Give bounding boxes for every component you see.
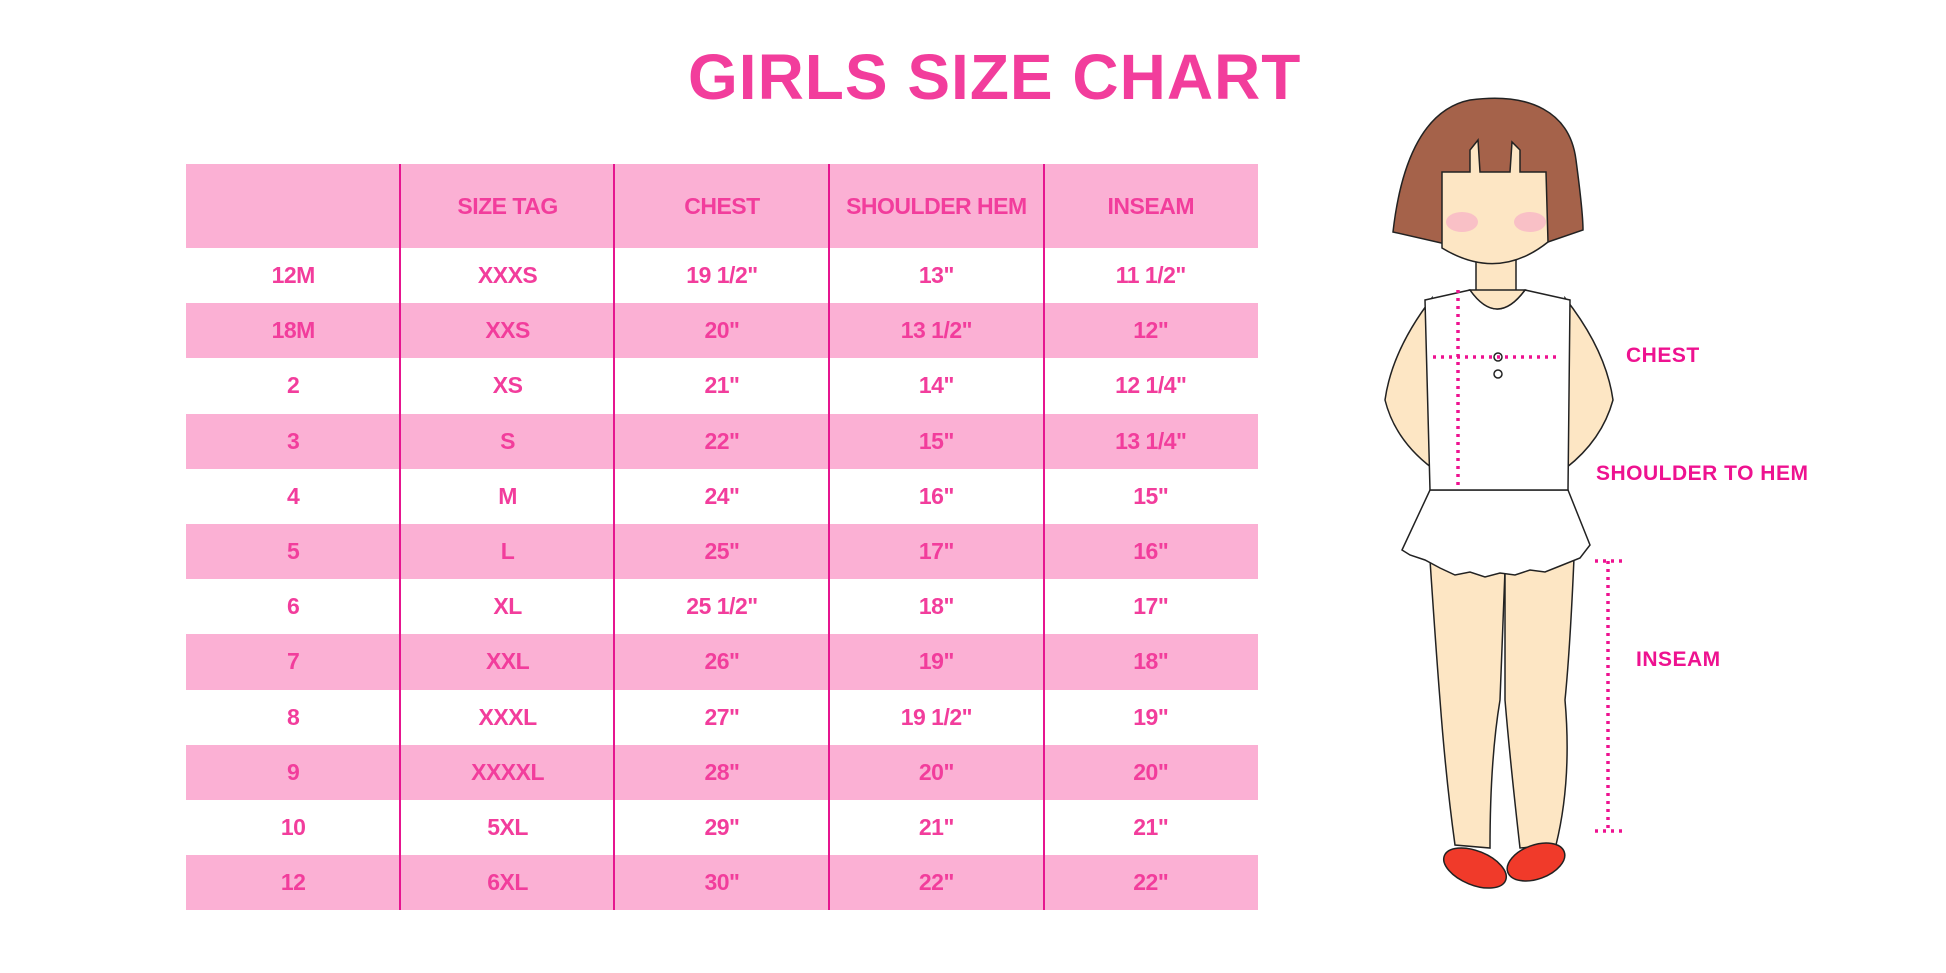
table-cell: 22" [918,869,955,896]
table-cell: 6 [287,593,300,620]
face [1441,138,1549,265]
table-cell: 12" [1133,317,1169,344]
table-cell: 21" [918,813,955,840]
table-row: 18M XXS 20" 13 1/2" 12" [186,303,1258,359]
left-shoe [1442,847,1508,889]
table-row: 12 6XL 30" 22" 22" [186,855,1258,911]
table-cell: 12 [280,869,306,896]
table-cell: XXXXL [471,758,545,785]
table-cell: 5 [287,538,300,565]
table-cell: 21" [704,372,740,399]
table-cell: 20" [918,758,955,785]
table-cell: 19 1/2" [900,703,973,730]
table-row: 12M XXXS 19 1/2" 13" 11 1/2" [186,248,1258,303]
left-leg [1429,559,1506,849]
table-row: 4 M 24" 16" 15" [186,469,1258,524]
right-shoe [1506,842,1566,882]
table-cell: 18" [1133,648,1169,675]
column-divider [1043,164,1045,910]
table-cell: 8 [287,703,300,730]
table-cell: 13 1/2" [900,317,973,344]
table-cell: 19 1/2" [686,262,758,289]
column-divider [613,164,615,910]
column-header: SIZE TAG [457,192,558,219]
table-cell: 9 [287,758,300,785]
table-cell: 16" [918,482,955,509]
table-cell: XXXS [477,262,538,289]
table-cell: 16" [1133,538,1169,565]
table-cell: 4 [287,482,300,509]
table-cell: 10 [280,813,306,840]
table-cell: XXL [485,648,530,675]
table-cell: 18" [918,593,955,620]
table-cell: 30" [704,869,740,896]
table-row: 9 XXXXL 28" 20" 20" [186,744,1258,800]
table-cell: XXXL [478,703,538,730]
column-header: CHEST [684,192,760,219]
table-header-row: SIZE TAG CHEST SHOULDER HEM INSEAM [186,164,1258,248]
chest-label: CHEST [1626,344,1700,367]
table-cell: 22" [1133,869,1169,896]
table-cell: 2 [287,372,300,399]
skirt [1401,489,1591,578]
table-cell: 19" [1133,703,1169,730]
table-cell: 24" [704,482,740,509]
table-cell: 12 1/4" [1115,372,1187,399]
table-cell: 19" [918,648,955,675]
table-row: 2 XS 21" 14" 12 1/4" [186,358,1258,413]
table-row: 10 5XL 29" 21" 21" [186,800,1258,855]
table-cell: XS [492,372,523,399]
table-cell: 20" [704,317,740,344]
table-row: 8 XXXL 27" 19 1/2" 19" [186,690,1258,745]
column-divider [399,164,401,910]
table-cell: M [498,482,517,509]
table-cell: L [500,538,515,565]
table-cell: 14" [918,372,955,399]
column-divider [828,164,830,910]
table-row: 7 XXL 26" 19" 18" [186,634,1258,690]
column-header: INSEAM [1107,192,1195,219]
table-cell: 7 [287,648,300,675]
size-chart-table: SIZE TAG CHEST SHOULDER HEM INSEAM 12M XXXS 19… [186,164,1258,911]
table-cell: 3 [287,427,300,454]
table-cell: 11 1/2" [1115,262,1187,289]
table-cell: S [500,427,515,454]
right-leg [1504,557,1575,849]
column-header: SHOULDER HEM [846,192,1027,219]
inseam-label: INSEAM [1636,648,1721,671]
shirt [1424,289,1571,491]
table-cell: 12M [271,262,316,289]
left-arm [1384,295,1433,470]
table-cell: 17" [918,538,955,565]
table-cell: XXS [485,317,530,344]
table-cell: 13 1/4" [1115,427,1187,454]
button [1493,369,1503,379]
table-cell: 13" [918,262,955,289]
table-row: 5 L 25" 17" 16" [186,523,1258,580]
table-cell: 20" [1133,758,1169,785]
table-cell: 27" [704,703,740,730]
table-row: 3 S 22" 15" 13 1/4" [186,413,1258,469]
table-cell: 15" [1133,482,1169,509]
table-cell: 25 1/2" [686,593,758,620]
table-cell: 22" [704,427,740,454]
table-cell: 15" [918,427,955,454]
table-cell: 6XL [487,869,528,896]
shoulder-to-hem-label: SHOULDER TO HEM [1596,462,1809,485]
table-cell: XL [493,593,522,620]
right-arm [1564,295,1614,470]
table-cell: 26" [704,648,740,675]
table-cell: 18M [271,317,316,344]
table-cell: 21" [1133,813,1169,840]
page-title: GIRLS SIZE CHART [688,41,1302,113]
table-cell: 28" [704,758,740,785]
table-cell: 29" [704,813,740,840]
table-row: 6 XL 25 1/2" 18" 17" [186,579,1258,634]
table-cell: 5XL [487,813,528,840]
table-cell: 25" [704,538,740,565]
table-cell: 17" [1133,593,1169,620]
